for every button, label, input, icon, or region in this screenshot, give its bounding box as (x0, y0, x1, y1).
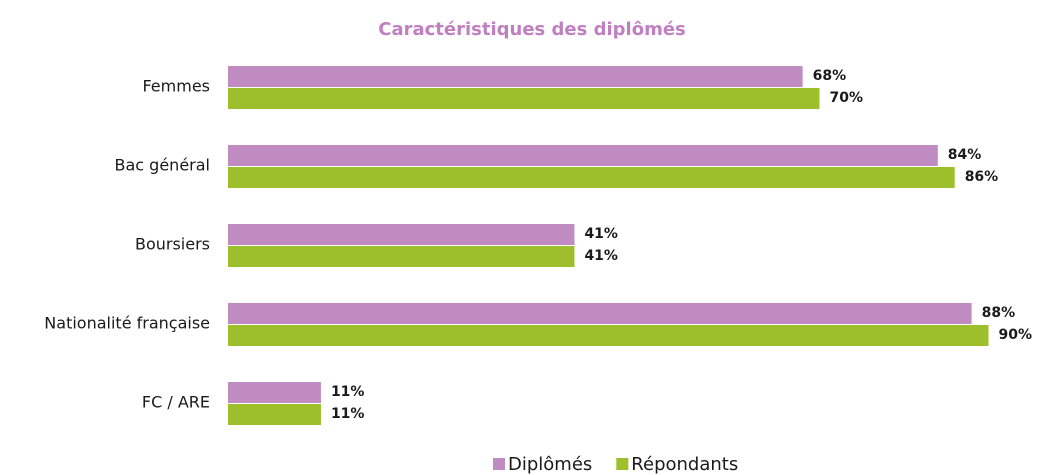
data-label: 41% (584, 226, 618, 242)
data-label: 11% (331, 384, 365, 400)
bar (228, 66, 803, 87)
bar (228, 224, 575, 245)
legend-swatch (616, 458, 629, 470)
data-label: 70% (830, 90, 864, 106)
legend-label: Diplômés (508, 454, 592, 475)
bar (228, 303, 972, 324)
bar (228, 145, 938, 166)
y-tick-label: Femmes (142, 77, 210, 96)
y-tick-label: Boursiers (135, 235, 210, 254)
legend-label: Répondants (631, 454, 738, 475)
bar (228, 167, 955, 188)
data-label: 68% (813, 68, 847, 84)
y-tick-label: Nationalité française (44, 314, 210, 333)
bar (228, 88, 820, 109)
data-label: 84% (948, 147, 982, 163)
bar (228, 404, 321, 425)
data-label: 88% (982, 305, 1016, 321)
bar (228, 325, 989, 346)
data-label: 86% (965, 169, 999, 185)
bar (228, 246, 575, 267)
y-tick-label: FC / ARE (142, 393, 210, 412)
chart-title: Caractéristiques des diplômés (378, 19, 686, 40)
legend-swatch (493, 458, 505, 470)
data-label: 90% (999, 327, 1033, 343)
bar (228, 382, 321, 403)
data-label: 11% (331, 406, 365, 422)
data-label: 41% (584, 248, 618, 264)
y-tick-label: Bac général (115, 156, 210, 175)
